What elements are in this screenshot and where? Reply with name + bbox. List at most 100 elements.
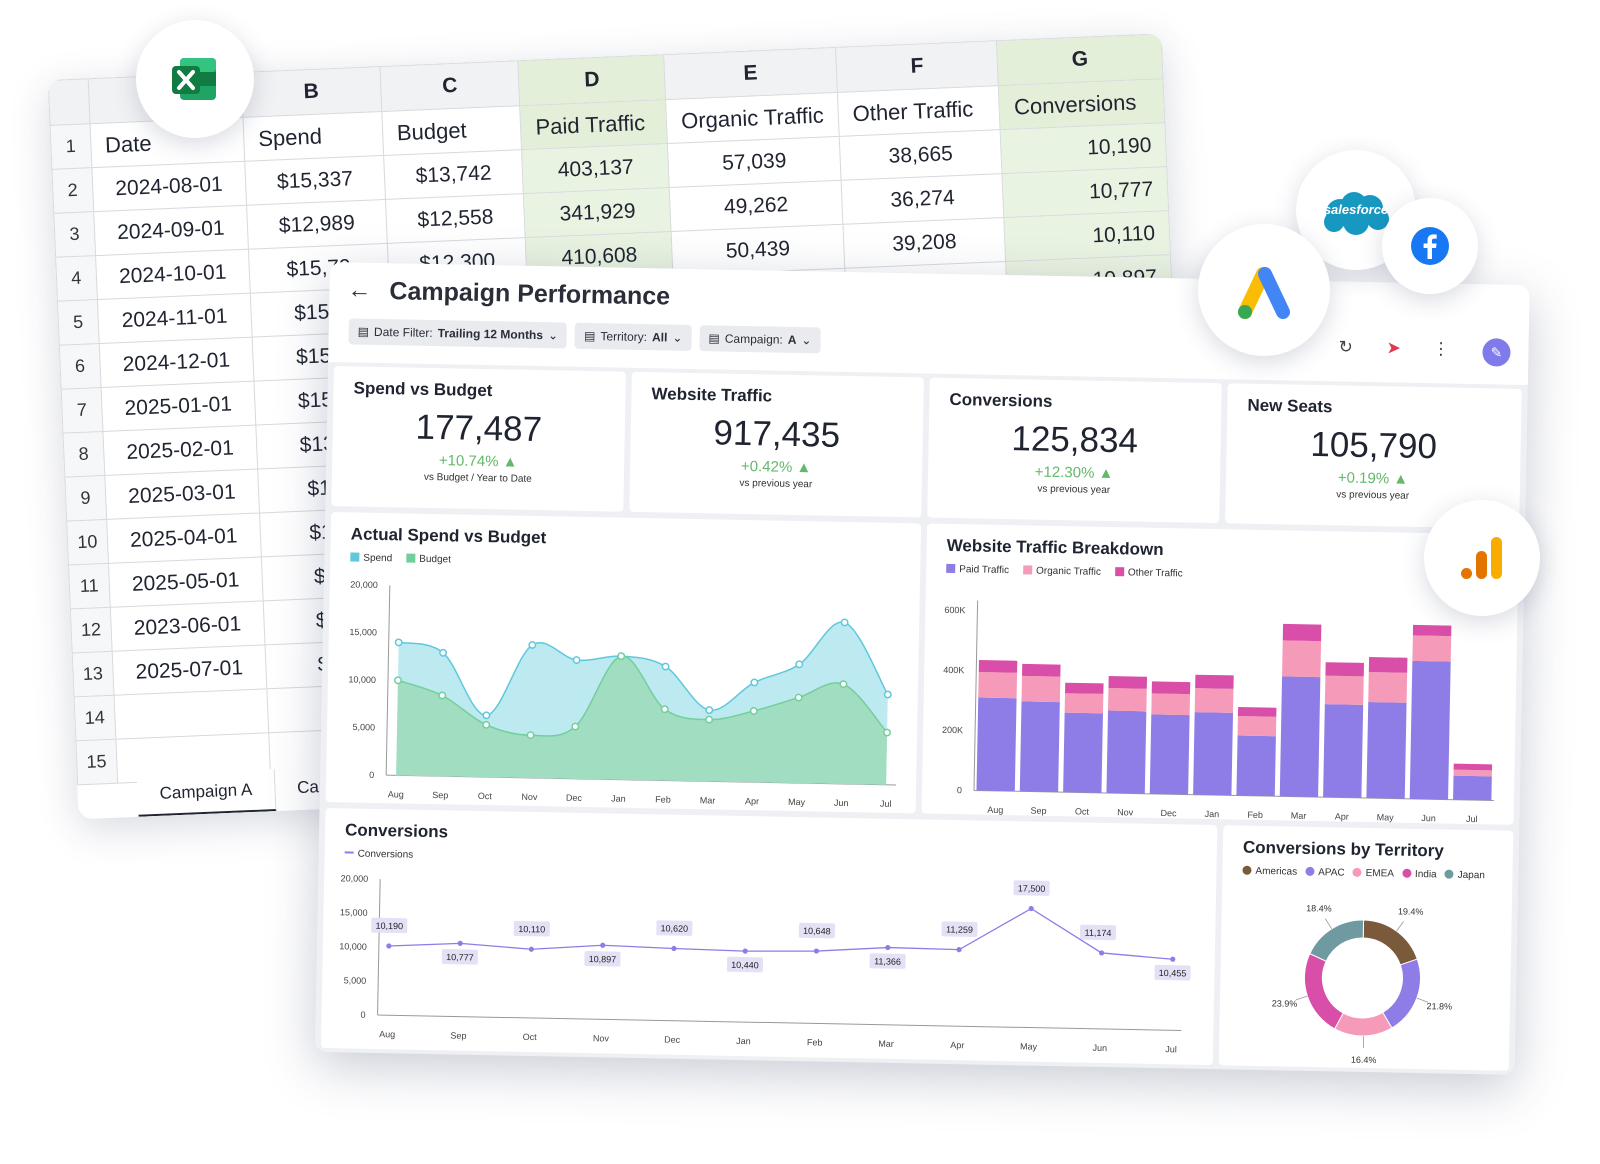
rocket-icon[interactable]: ➤ (1386, 338, 1401, 358)
sheet-cell[interactable]: 403,137 (521, 143, 670, 194)
territory-filter-label: Territory: (600, 329, 648, 345)
row-number[interactable]: 13 (72, 651, 114, 697)
sheet-cell[interactable]: 2024-10-01 (95, 249, 251, 300)
sheet-cell[interactable]: $12,558 (385, 193, 526, 244)
sheet-cell[interactable]: 341,929 (523, 187, 672, 238)
territory-card[interactable]: Conversions by Territory Americas APAC EME… (1218, 825, 1514, 1071)
column-header-f[interactable]: F (835, 40, 999, 93)
column-header-b[interactable]: B (241, 66, 382, 118)
date-filter[interactable]: ▤ Date Filter: Trailing 12 Months ⌄ (348, 318, 568, 349)
sheet-cell[interactable]: 38,665 (839, 129, 1003, 181)
slice-apac (1382, 958, 1421, 1029)
slice-leader (1396, 921, 1404, 932)
header-cell[interactable]: Spend (242, 111, 384, 162)
budget-point (617, 652, 626, 661)
y-tick-label: 0 (369, 770, 374, 780)
x-tick-label: Jun (1092, 1043, 1107, 1053)
data-label-bg (656, 920, 693, 936)
more-vertical-icon[interactable]: ⋮ (1432, 339, 1450, 359)
slice-label: 21.8% (1426, 1001, 1452, 1011)
column-header-e[interactable]: E (663, 47, 838, 100)
sheet-cell[interactable]: 2024-08-01 (91, 161, 247, 212)
sheet-cell[interactable]: 2023-06-01 (109, 600, 266, 652)
territory-filter[interactable]: ▤ Territory: All ⌄ (574, 322, 692, 351)
kpi-card-spend-vs-budget[interactable]: Spend vs Budget 177,487 +10.74% ▲ vs Bud… (331, 366, 626, 512)
refresh-icon[interactable]: ↻ (1338, 337, 1353, 357)
spend-vs-budget-card[interactable]: Actual Spend vs Budget Spend Budget 20,0… (325, 512, 922, 814)
row-number[interactable]: 14 (74, 695, 116, 741)
sheet-cell[interactable]: 2025-07-01 (111, 644, 267, 696)
arrow-left-icon[interactable]: ← (347, 276, 372, 304)
row-number[interactable]: 7 (61, 387, 103, 434)
sheet-cell[interactable]: 10,190 (1000, 122, 1167, 174)
sheet-cell[interactable]: 2025-01-01 (100, 381, 256, 432)
data-label: 10,648 (803, 926, 831, 937)
sheet-cell[interactable]: 49,262 (669, 180, 843, 232)
kpi-card-website-traffic[interactable]: Website Traffic 917,435 +0.42% ▲ vs prev… (629, 371, 924, 518)
sheet-cell[interactable]: $13,742 (383, 149, 524, 200)
x-tick-label: Aug (388, 789, 404, 799)
y-tick-label: 20,000 (350, 579, 378, 590)
sheet-tab-campaign-a[interactable]: Campaign A (136, 769, 277, 817)
x-tick-label: Dec (1160, 808, 1177, 818)
corner-cell[interactable] (48, 78, 90, 126)
y-tick-label: 20,000 (341, 873, 369, 884)
row-number[interactable]: 4 (55, 255, 98, 302)
sheet-cell[interactable]: $15,337 (244, 155, 386, 206)
x-tick-label: Mar (878, 1039, 894, 1049)
row-number[interactable]: 2 (51, 167, 94, 214)
sheet-cell[interactable]: 10,777 (1002, 166, 1169, 218)
organic-bar (1368, 672, 1408, 703)
row-number[interactable]: 3 (53, 211, 96, 258)
sheet-cell[interactable]: 10,110 (1004, 210, 1171, 262)
sheet-cell[interactable]: 57,039 (667, 136, 841, 188)
pencil-icon[interactable]: ✎ (1482, 338, 1511, 367)
row-number[interactable]: 11 (68, 563, 110, 609)
slice-leader (1295, 995, 1308, 1001)
sheet-cell[interactable]: 36,274 (840, 173, 1005, 225)
conversions-card[interactable]: Conversions Conversions 20,000 15,000 10,0… (320, 808, 1218, 1066)
row-number[interactable]: 6 (59, 343, 101, 390)
sheet-cell[interactable]: 2025-05-01 (108, 556, 264, 608)
header-cell[interactable]: Budget (381, 105, 522, 156)
row-number[interactable]: 8 (62, 431, 105, 478)
header-cell[interactable]: Paid Traffic (520, 99, 668, 150)
conversions-point (1028, 905, 1034, 912)
column-header-c[interactable]: C (379, 60, 521, 112)
header-cell[interactable]: Conversions (998, 78, 1165, 130)
slice-emea (1333, 1011, 1393, 1037)
campaign-filter[interactable]: ▤ Campaign: A ⌄ (699, 325, 821, 354)
website-traffic-card[interactable]: Website Traffic Breakdown Paid Traffic O… (921, 523, 1519, 825)
sheet-cell[interactable]: 2024-12-01 (98, 337, 254, 388)
sheet-cell[interactable]: 2024-09-01 (93, 205, 249, 256)
x-tick-label: May (1020, 1041, 1038, 1051)
budget-point (705, 715, 714, 724)
row-number[interactable]: 15 (75, 739, 118, 785)
sheet-cell[interactable]: 2025-02-01 (102, 425, 258, 476)
sheet-cell[interactable]: 50,439 (671, 224, 845, 276)
sheet-cell[interactable]: $12,989 (246, 199, 388, 250)
paid-bar (976, 697, 1017, 792)
column-header-g[interactable]: G (996, 33, 1164, 86)
sheet-cell[interactable]: 39,208 (842, 217, 1007, 269)
row-number[interactable]: 5 (57, 299, 99, 346)
sheet-cell[interactable]: 2024-11-01 (97, 293, 253, 344)
row-number[interactable]: 1 (50, 123, 92, 170)
data-label-bg (1079, 924, 1117, 941)
other-bar (1453, 763, 1493, 771)
column-header-d[interactable]: D (518, 54, 666, 106)
row-number[interactable]: 9 (64, 475, 107, 522)
x-tick-label: Jan (736, 1036, 751, 1046)
row-number[interactable]: 10 (66, 519, 109, 566)
google-ads-logo-icon (1198, 224, 1330, 356)
header-cell[interactable]: Other Traffic (837, 85, 1001, 137)
row-number[interactable]: 12 (70, 607, 112, 653)
filter-icon: ▤ (357, 324, 370, 339)
sheet-cell[interactable] (113, 688, 269, 740)
data-label: 11,174 (1084, 928, 1111, 939)
header-cell[interactable]: Organic Traffic (665, 92, 840, 144)
sheet-cell[interactable]: 2025-03-01 (104, 469, 260, 520)
kpi-card-conversions[interactable]: Conversions 125,834 +12.30% ▲ vs previou… (927, 377, 1222, 524)
sheet-cell[interactable]: 2025-04-01 (106, 512, 262, 564)
filter-icon: ▤ (708, 331, 720, 346)
